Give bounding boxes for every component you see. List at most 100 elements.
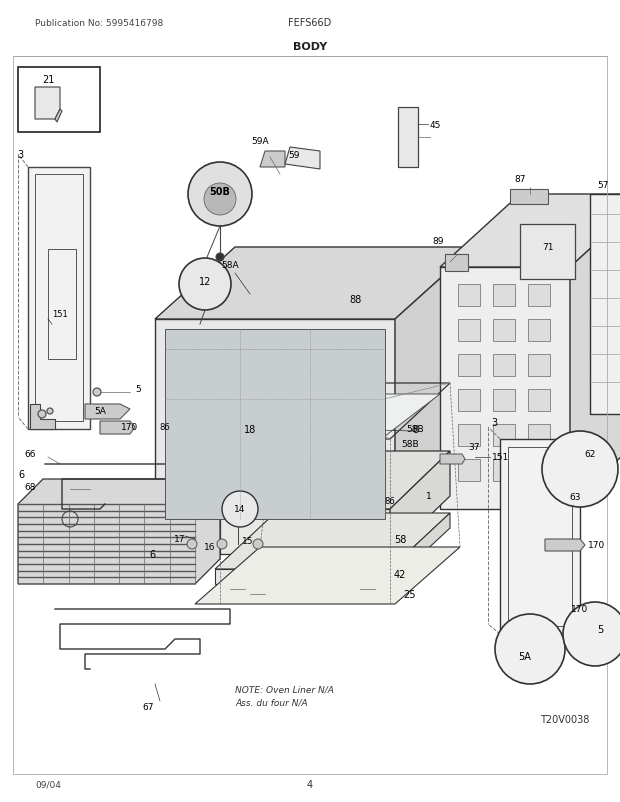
Polygon shape xyxy=(445,255,468,272)
Bar xyxy=(458,390,480,411)
Text: 151: 151 xyxy=(52,310,68,319)
Polygon shape xyxy=(220,509,390,554)
Polygon shape xyxy=(570,195,620,509)
Text: 18: 18 xyxy=(244,424,256,435)
Circle shape xyxy=(542,431,618,508)
Polygon shape xyxy=(582,622,608,647)
Text: 12: 12 xyxy=(199,277,211,286)
Bar xyxy=(175,415,183,436)
Circle shape xyxy=(187,539,197,549)
Polygon shape xyxy=(215,513,450,569)
Polygon shape xyxy=(390,513,450,585)
Bar xyxy=(493,320,515,342)
Text: FEFS66D: FEFS66D xyxy=(288,18,332,28)
Polygon shape xyxy=(563,460,575,484)
Circle shape xyxy=(179,259,231,310)
Text: 71: 71 xyxy=(542,243,554,252)
Bar xyxy=(520,225,575,280)
Bar xyxy=(458,460,480,481)
Polygon shape xyxy=(155,248,475,320)
Bar xyxy=(493,390,515,411)
Circle shape xyxy=(563,602,620,666)
Text: 50B: 50B xyxy=(210,187,231,196)
Polygon shape xyxy=(195,280,218,292)
Polygon shape xyxy=(28,168,90,429)
Bar xyxy=(18,68,100,133)
Text: 8: 8 xyxy=(412,424,418,435)
Polygon shape xyxy=(195,547,460,604)
Circle shape xyxy=(217,539,227,549)
Text: BODY: BODY xyxy=(293,42,327,52)
Polygon shape xyxy=(55,110,62,123)
Text: 59: 59 xyxy=(288,150,299,160)
Text: 09/04: 09/04 xyxy=(35,780,61,788)
Text: 58A: 58A xyxy=(221,261,239,270)
Text: 4: 4 xyxy=(307,779,313,789)
Text: 42: 42 xyxy=(394,569,406,579)
Text: 17: 17 xyxy=(174,535,186,544)
Text: 58: 58 xyxy=(394,534,406,545)
Text: 37: 37 xyxy=(468,443,479,452)
Circle shape xyxy=(188,163,252,227)
Text: 3: 3 xyxy=(491,418,497,427)
Text: 67: 67 xyxy=(142,703,154,711)
Bar xyxy=(590,195,620,415)
Text: 88: 88 xyxy=(349,294,361,305)
Circle shape xyxy=(253,539,263,549)
Text: 5: 5 xyxy=(135,385,141,394)
Polygon shape xyxy=(85,404,130,419)
Bar xyxy=(398,107,418,168)
Polygon shape xyxy=(510,190,548,205)
Bar xyxy=(528,424,550,447)
Circle shape xyxy=(204,184,236,216)
Text: 6: 6 xyxy=(149,549,155,559)
Text: 58B: 58B xyxy=(401,440,419,449)
Polygon shape xyxy=(500,439,580,634)
Text: T20V0038: T20V0038 xyxy=(540,714,590,724)
Bar xyxy=(528,390,550,411)
Polygon shape xyxy=(30,404,55,429)
Polygon shape xyxy=(440,268,570,509)
Bar xyxy=(493,285,515,306)
Polygon shape xyxy=(18,480,220,585)
Polygon shape xyxy=(440,455,465,464)
Circle shape xyxy=(93,388,101,396)
Text: 5A: 5A xyxy=(518,651,531,661)
Polygon shape xyxy=(390,452,450,554)
Text: Ass. du four N/A: Ass. du four N/A xyxy=(235,698,308,707)
Bar xyxy=(493,424,515,447)
Polygon shape xyxy=(285,148,320,170)
Text: 14: 14 xyxy=(234,505,246,514)
Circle shape xyxy=(38,411,46,419)
Text: 86: 86 xyxy=(159,423,170,432)
Bar xyxy=(458,285,480,306)
Polygon shape xyxy=(440,195,620,268)
Polygon shape xyxy=(515,642,545,662)
Text: 151: 151 xyxy=(492,453,509,462)
Text: 66: 66 xyxy=(24,450,36,459)
Bar xyxy=(13,57,607,774)
Bar xyxy=(48,249,76,359)
Polygon shape xyxy=(220,452,450,509)
Polygon shape xyxy=(260,152,285,168)
Text: Publication No: 5995416798: Publication No: 5995416798 xyxy=(35,18,163,27)
Text: 68: 68 xyxy=(24,483,36,492)
Text: 87: 87 xyxy=(514,176,526,184)
Text: 6: 6 xyxy=(18,469,24,480)
Bar xyxy=(528,320,550,342)
Polygon shape xyxy=(215,569,390,585)
Polygon shape xyxy=(558,455,600,489)
Bar xyxy=(458,424,480,447)
Text: 58B: 58B xyxy=(406,425,424,434)
Polygon shape xyxy=(230,395,440,436)
Text: 45: 45 xyxy=(430,120,441,129)
Text: 21: 21 xyxy=(42,75,54,85)
Polygon shape xyxy=(545,539,585,551)
Text: 5: 5 xyxy=(597,624,603,634)
Polygon shape xyxy=(100,422,135,435)
Bar xyxy=(398,488,406,509)
Text: 59A: 59A xyxy=(251,137,269,146)
Bar xyxy=(528,460,550,481)
Text: 62: 62 xyxy=(584,450,596,459)
Text: 170: 170 xyxy=(572,605,588,614)
